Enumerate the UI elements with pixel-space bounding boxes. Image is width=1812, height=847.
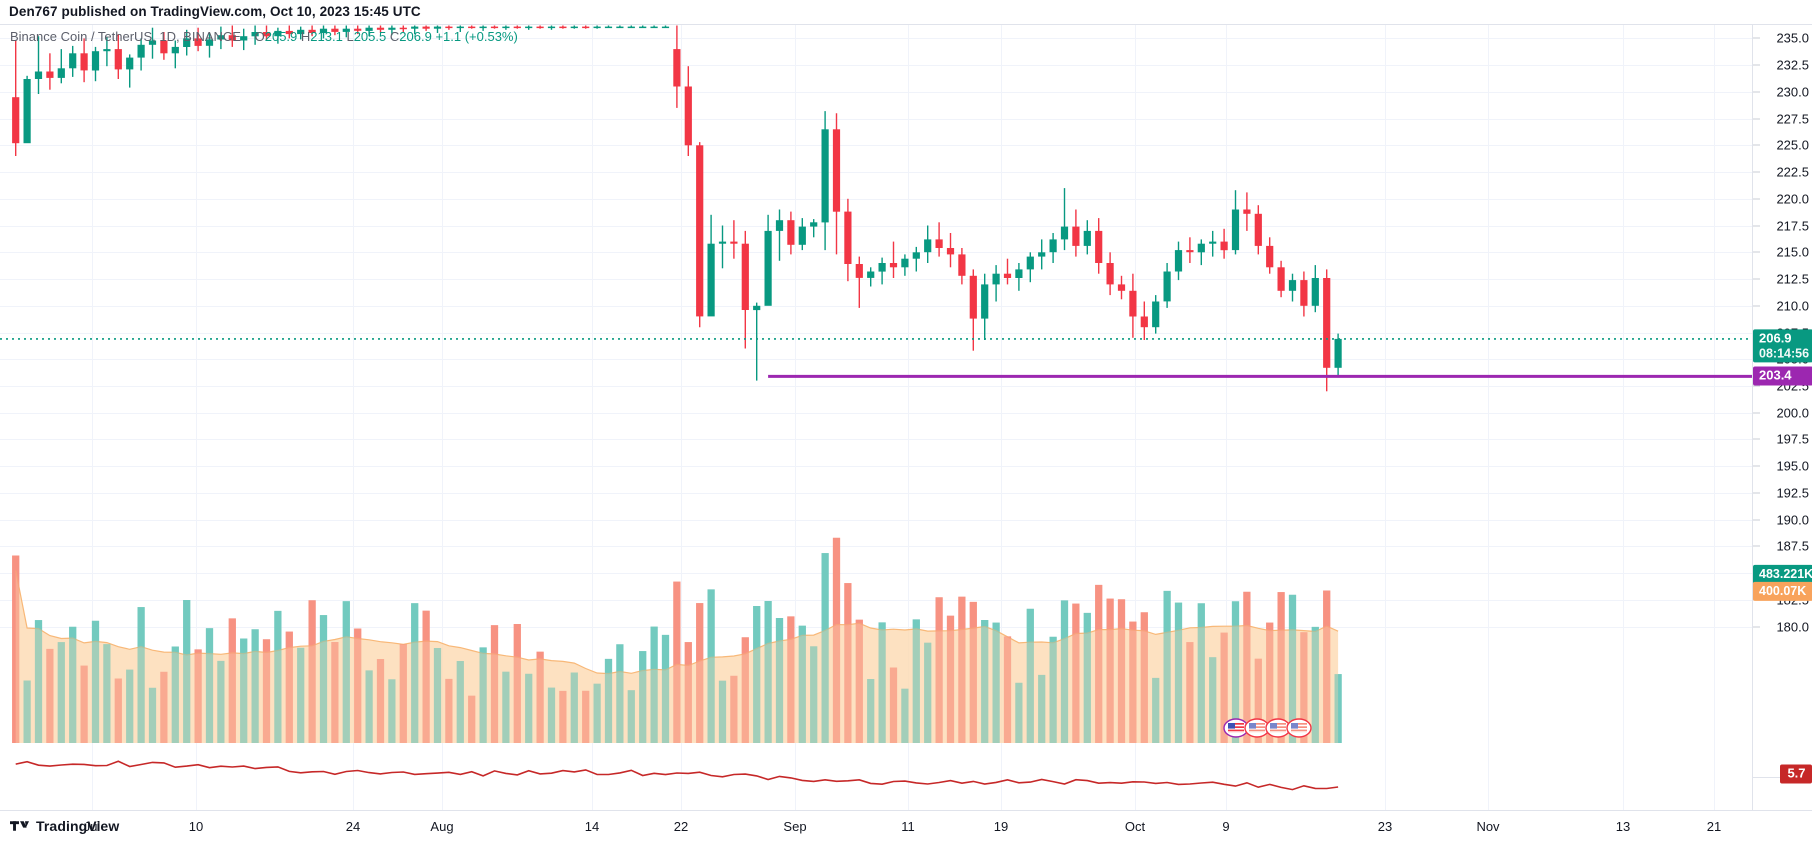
time-axis[interactable]: Jul 10 24 Aug 14 22 Sep 11 19 Oct 9 23 Nov 13 21: [0, 810, 1812, 847]
price-tick-mark: [1753, 118, 1760, 120]
time-tick-label: Aug: [430, 819, 454, 834]
price-tick-mark: [1753, 385, 1760, 387]
price-tick-label: 200.0: [1776, 405, 1809, 421]
oscillator-line: [15, 760, 1339, 791]
horizontal-line-price-badge[interactable]: 203.4: [1753, 366, 1812, 386]
price-tick-label: 210.0: [1776, 298, 1809, 314]
usa-flag-icon[interactable]: [1223, 718, 1249, 738]
tradingview-brand: TradingView: [36, 818, 120, 834]
time-tick-label: 11: [901, 819, 915, 834]
price-tick-mark: [1753, 305, 1760, 307]
time-tick-label: 9: [1222, 819, 1230, 834]
price-tick-label: 192.5: [1776, 485, 1809, 501]
oscillator-value-badge[interactable]: 5.7: [1780, 764, 1812, 784]
economic-event-markers[interactable]: [1223, 718, 1312, 738]
price-tick-mark: [1753, 251, 1760, 253]
price-tick-mark: [1753, 144, 1760, 146]
price-tick-mark: [1753, 278, 1760, 280]
price-tick-mark: [1753, 492, 1760, 494]
tradingview-footer[interactable]: TradingView: [10, 818, 119, 834]
time-tick-label: Oct: [1124, 819, 1146, 834]
price-tick-mark: [1753, 198, 1760, 200]
price-tick-label: 212.5: [1776, 271, 1809, 287]
price-axis[interactable]: 235.0 232.5 230.0 227.5 225.0 222.5 220.0 217.5…: [1752, 25, 1812, 810]
volume-ma-value: 400.07K: [1759, 583, 1807, 598]
price-tick-label: 217.5: [1776, 218, 1809, 234]
volume-value: 483.221K: [1759, 566, 1812, 581]
time-tick-label: Sep: [783, 819, 807, 834]
price-tick-mark: [1753, 91, 1760, 93]
price-tick-label: 197.5: [1776, 431, 1809, 447]
price-tick-mark: [1753, 438, 1760, 440]
price-tick-label: 190.0: [1776, 512, 1809, 528]
header-divider: [0, 24, 1812, 25]
time-tick-label: Nov: [1476, 819, 1500, 834]
price-tick-label: 225.0: [1776, 137, 1809, 153]
candlestick-series: [12, 25, 1342, 392]
last-price-value: 206.9: [1759, 330, 1792, 346]
time-tick-label: 14: [584, 819, 600, 834]
price-tick-mark: [1753, 225, 1760, 227]
horizontal-line-value: 203.4: [1759, 367, 1792, 383]
time-tick-label: 19: [993, 819, 1009, 834]
attribution-text: Den767 published on TradingView.com, Oct…: [9, 4, 421, 19]
last-price-badge[interactable]: 206.9 08:14:56: [1753, 329, 1812, 363]
time-tick-label: 13: [1615, 819, 1631, 834]
oscillator-value: 5.7: [1787, 765, 1806, 781]
price-tick-label: 195.0: [1776, 458, 1809, 474]
price-tick-label: 235.0: [1776, 30, 1809, 46]
price-tick-label: 215.0: [1776, 244, 1809, 260]
tradingview-logo-icon: [10, 821, 29, 831]
bar-countdown: 08:14:56: [1759, 346, 1810, 361]
price-tick-mark: [1753, 37, 1760, 39]
volume-ma-badge[interactable]: 400.07K: [1753, 581, 1812, 601]
time-tick-label: 21: [1706, 819, 1722, 834]
price-tick-mark: [1753, 412, 1760, 414]
time-tick-label: Jul: [83, 819, 101, 834]
price-tick-label: 232.5: [1776, 57, 1809, 73]
price-tick-label: 230.0: [1776, 84, 1809, 100]
price-tick-mark: [1753, 64, 1760, 66]
price-tick-label: 227.5: [1776, 111, 1809, 127]
price-tick-mark: [1753, 545, 1760, 547]
price-tick-mark: [1753, 626, 1760, 628]
price-tick-mark: [1753, 171, 1760, 173]
time-tick-label: 10: [188, 819, 204, 834]
price-tick-mark: [1753, 519, 1760, 521]
usa-flag-icon[interactable]: [1286, 718, 1312, 738]
volume-bars-overlay: [12, 537, 1342, 743]
usa-flag-icon[interactable]: [1244, 718, 1270, 738]
price-tick-label: 220.0: [1776, 191, 1809, 207]
time-tick-label: 24: [345, 819, 361, 834]
volume-value-badge[interactable]: 483.221K: [1753, 564, 1812, 584]
price-tick-label: 180.0: [1776, 619, 1809, 635]
time-tick-label: 22: [673, 819, 689, 834]
price-tick-label: 187.5: [1776, 538, 1809, 554]
usa-flag-icon[interactable]: [1265, 718, 1291, 738]
price-tick-label: 222.5: [1776, 164, 1809, 180]
time-tick-label: 23: [1377, 819, 1393, 834]
chart-plot-area[interactable]: [0, 25, 1752, 810]
price-tick-mark: [1753, 465, 1760, 467]
